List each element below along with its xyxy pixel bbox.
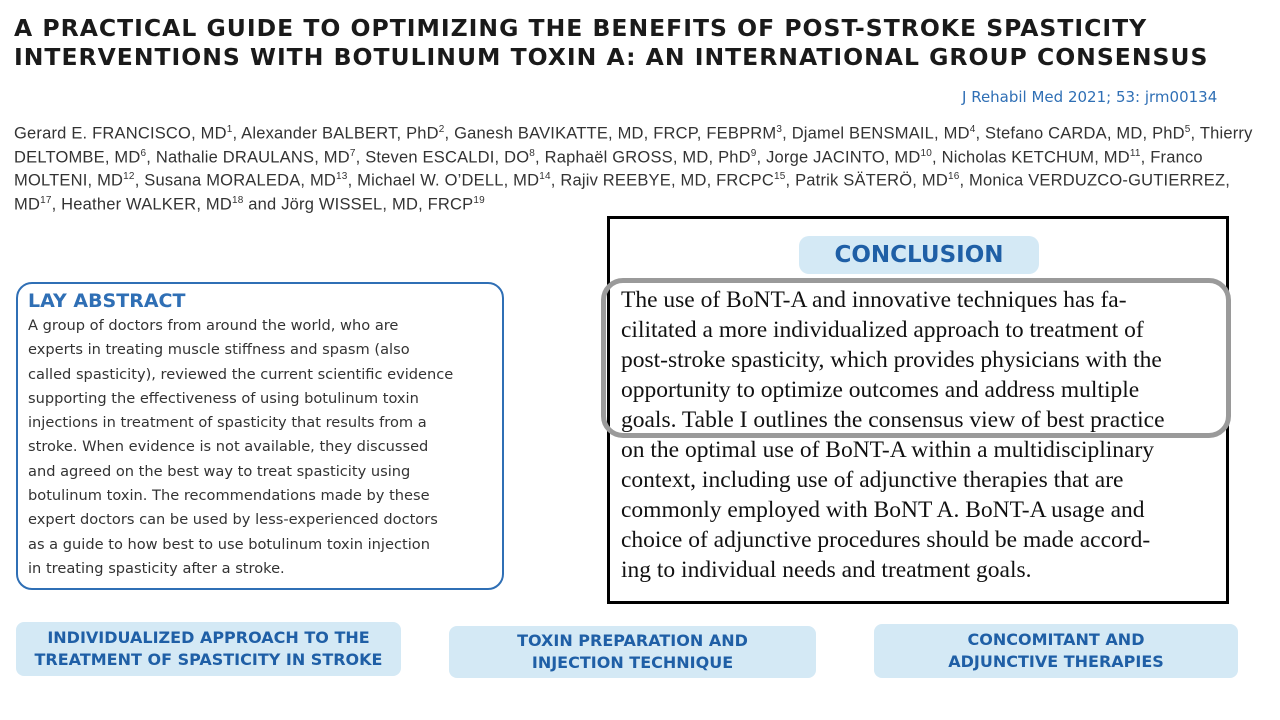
text-line: supporting the effectiveness of using bo… (28, 389, 419, 407)
author: Alexander BALBERT, PhD (241, 124, 439, 143)
text-line: expert doctors can be used by less-exper… (28, 511, 438, 529)
text-line: called spasticity), reviewed the current… (28, 365, 454, 383)
author: Stefano CARDA, MD, PhD (985, 124, 1185, 143)
author-affiliation: 11 (1129, 147, 1141, 159)
lay-abstract-box: LAY ABSTRACT A group of doctors from aro… (16, 282, 504, 590)
text-line: experts in treating muscle stiffness and… (28, 341, 410, 359)
author: Djamel BENSMAIL, MD (791, 124, 970, 143)
text-line: commonly employed with BoNT A. BoNT-A us… (621, 497, 1145, 523)
text-line: context, including use of adjunctive the… (621, 467, 1124, 493)
text-line: A group of doctors from around the world… (28, 317, 399, 334)
text-line: botulinum toxin. The recommendations mad… (28, 487, 430, 505)
author-affiliation: 8 (529, 147, 536, 159)
author-affiliation: 15 (773, 171, 786, 182)
author: Jorge JACINTO, MD (766, 148, 921, 166)
text-line: choice of adjunctive procedures should b… (621, 527, 1151, 553)
author-affiliation: 10 (920, 147, 933, 159)
author: Thierry DELTOMBE, MD (14, 124, 1253, 167)
author: Raphaël GROSS, MD, PhD (544, 148, 751, 166)
author: Heather WALKER, MD (61, 195, 232, 213)
author: Franco MOLTENI, MD (14, 148, 1203, 190)
author-affiliation: 4 (969, 124, 976, 135)
author: Susana MORALEDA, MD (144, 171, 337, 190)
text-line: goals. Table I outlines the consensus vi… (621, 407, 1165, 433)
journal-citation: J Rehabil Med 2021; 53: jrm00134 (962, 88, 1218, 106)
author-affiliation: 2 (438, 124, 445, 135)
topic-adjunctive-therapies: CONCOMITANT AND ADJUNCTIVE THERAPIES (874, 624, 1238, 678)
topic-individualized-approach: INDIVIDUALIZED APPROACH TO THE TREATMENT… (16, 622, 401, 676)
text-line: as a guide to how best to use botulinum … (28, 535, 430, 553)
author: Michael W. O’DELL, MD (357, 171, 540, 190)
author-affiliation: 9 (750, 147, 757, 159)
author: Nathalie DRAULANS, MD (155, 148, 350, 166)
lay-abstract-title: LAY ABSTRACT (28, 290, 186, 312)
author-affiliation: 16 (947, 171, 960, 182)
text-line: opportunity to optimize outcomes and add… (621, 377, 1140, 403)
conclusion-text: The use of BoNT-A and innovative techniq… (621, 285, 1165, 585)
author-affiliation: 12 (123, 171, 135, 182)
highlight-outline (601, 278, 1231, 438)
text-line: ing to individual needs and treatment go… (621, 557, 1032, 583)
author-affiliation: 1 (226, 124, 233, 135)
author: Steven ESCALDI, DO (365, 148, 530, 166)
author-affiliation: 18 (231, 194, 244, 206)
author-affiliation: 19 (473, 194, 485, 206)
article-title: A PRACTICAL GUIDE TO OPTIMIZING THE BENE… (14, 14, 1209, 71)
author-affiliation: 14 (539, 171, 551, 182)
author: Ganesh BAVIKATTE, MD, FRCP, FEBPRM (454, 124, 777, 143)
author: Rajiv REEBYE, MD, FRCPC (560, 171, 774, 190)
topic-toxin-preparation: TOXIN PREPARATION AND INJECTION TECHNIQU… (449, 626, 816, 678)
author: Jörg WISSEL, MD, FRCP (281, 195, 474, 213)
text-line: injections in treatment of spasticity th… (28, 414, 427, 432)
text-line: cilitated a more individualized approach… (621, 317, 1144, 343)
conclusion-heading: CONCLUSION (799, 236, 1039, 274)
text-line: stroke. When evidence is not available, … (28, 438, 429, 456)
text-line: post-stroke spasticity, which provides p… (621, 347, 1162, 373)
author: Gerard E. FRANCISCO, MD (14, 124, 227, 143)
text-line: on the optimal use of BoNT-A within a mu… (621, 437, 1155, 463)
author-affiliation: 5 (1184, 124, 1191, 135)
author: Monica VERDUZCO-GUTIERREZ, MD (14, 171, 1231, 214)
author-affiliation: 6 (140, 147, 147, 159)
text-line: The use of BoNT-A and innovative techniq… (621, 287, 1127, 313)
author-affiliation: 13 (336, 171, 348, 182)
author-list: Gerard E. FRANCISCO, MD1, Alexander BALB… (14, 124, 1253, 214)
author-affiliation: 7 (349, 147, 356, 159)
text-line: in treating spasticity after a stroke. (28, 559, 285, 577)
author-affiliation: 3 (776, 124, 783, 135)
text-line: and agreed on the best way to treat spas… (28, 462, 411, 480)
author: Patrik SÄTERÖ, MD (795, 171, 948, 190)
author-affiliation: 17 (40, 194, 52, 206)
author: Nicholas KETCHUM, MD (941, 148, 1130, 166)
